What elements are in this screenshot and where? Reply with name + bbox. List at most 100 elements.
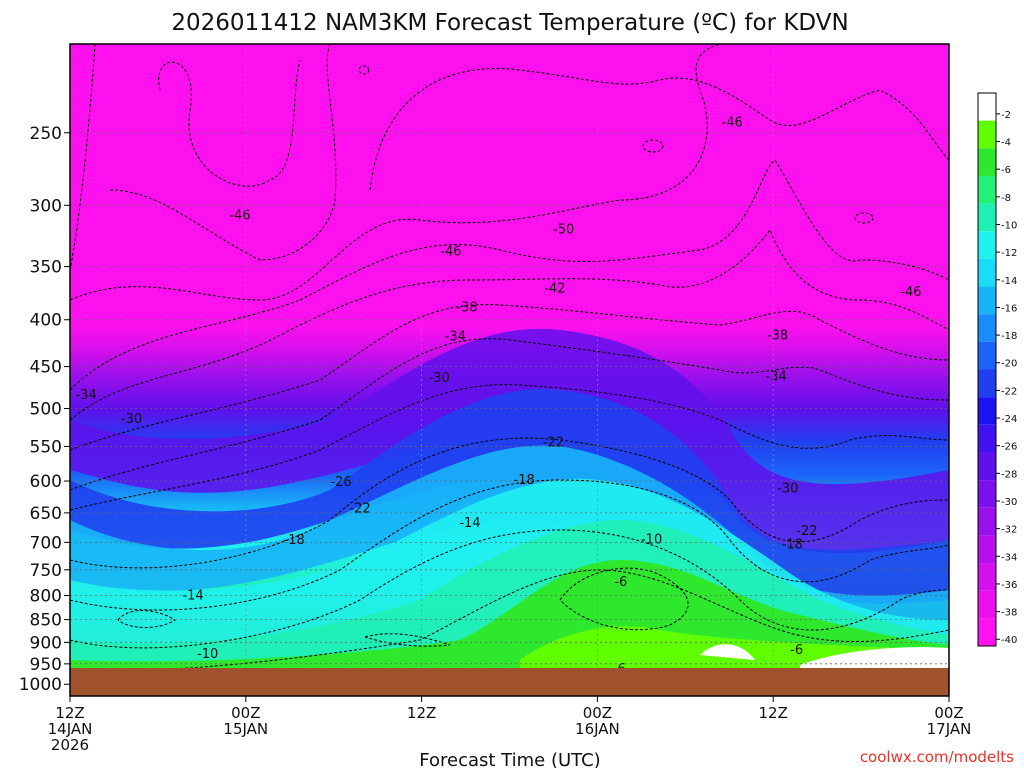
contour-label: -22 [349,501,370,516]
contour-label: -18 [284,533,305,548]
colorbar-swatch [978,424,996,453]
colorbar-swatch [978,258,996,287]
y-tick-label: 250 [30,124,62,144]
x-tick-label: 12Z [759,704,788,722]
contour-line [70,304,949,451]
y-tick-label: 550 [30,437,62,457]
contour-line [70,228,949,421]
colorbar-label: -4 [1001,138,1011,149]
contour-label-text: -30 [121,412,142,427]
plot-area: -46 -46 -50 -46 -46 -42 -38 -38 -34 -34 -34 -30 -30 -… [69,43,950,697]
contour-label-text: -22 [543,435,564,450]
x-tick-label: 00Z [934,704,963,722]
x-tick-label: 12Z [407,704,436,722]
colorbar-swatch [978,148,996,176]
contour-label: -22 [796,524,817,539]
contour-label-text: -14 [182,588,203,603]
contour-label-text: -22 [796,524,817,539]
contour-label-text: -46 [722,115,743,130]
contour-line [559,567,689,631]
purple-trough-band [70,328,949,554]
contour-label: -38 [767,328,788,343]
contour-label: -30 [121,412,142,427]
contour-label: -22 [543,435,564,450]
colorbar-label: -16 [1001,303,1017,314]
contour-label-text: -6 [790,643,803,658]
grid-lines [70,44,949,696]
y-tick-label: 650 [30,504,62,524]
contour-label-text: -46 [440,244,461,259]
contour-label-text: -6 [614,575,627,590]
colorbar-label: -18 [1001,331,1017,342]
colorbar-label: -22 [1001,386,1017,397]
warm-pocket-1 [700,644,755,660]
y-axis: 2503003504004505005506006507007508008509… [19,124,70,695]
x-tick-label: 00Z [231,704,260,722]
contour-label-text: -18 [284,533,305,548]
contour-label-text: -46 [900,285,921,300]
chart-title: 2026011412 NAM3KM Forecast Temperature (… [171,10,848,36]
colorbar-swatch [978,507,996,536]
contour-label: -38 [456,301,477,316]
colorbar-swatch [978,203,996,232]
contour-label: -34 [766,369,787,384]
colorbar-label: -6 [1001,165,1011,176]
colorbar-swatch [978,120,996,149]
contour-label-text: -26 [330,475,351,490]
colorbar-swatch [978,314,996,342]
colorbar-swatch [978,369,996,398]
contour-label: -30 [777,482,798,497]
contour-label: -14 [459,516,480,531]
contour-line [70,529,949,649]
ground-surface [70,668,949,696]
contour-label-text: -42 [544,282,565,297]
y-tick-label: 750 [30,561,62,581]
contour-label-text: -38 [767,328,788,343]
contour-label: -6 [790,643,803,658]
colorbar-label: -8 [1001,193,1011,204]
contour-line [70,44,721,301]
colorbar-label: -30 [1001,497,1017,508]
contour-label-text: -10 [641,532,662,547]
colorbar-label: -24 [1001,414,1017,425]
contour-line [642,139,664,153]
contour-label-text: -18 [782,537,803,552]
y-tick-label: 400 [30,311,62,331]
y-tick-label: 1000 [19,675,62,695]
contour-line [70,569,949,672]
contour-label: -18 [514,473,535,488]
plot-frame [69,43,950,697]
colorbar-label: -38 [1001,608,1017,619]
colorbar-swatch [978,175,996,204]
contour-label: -26 [330,475,351,490]
colorbar-swatch [978,231,996,259]
y-tick-label: 300 [30,196,62,216]
y-tick-label: 350 [30,258,62,278]
colorbar-swatch [978,480,996,508]
contour-line [70,159,949,391]
contour-label: -30 [429,371,450,386]
y-tick-label: 500 [30,400,62,420]
contour-line [358,65,370,75]
contour-label-text: -30 [429,371,450,386]
x-tick-label: 2026 [51,736,89,754]
colorbar-swatch [978,286,996,315]
colorbar-label: -32 [1001,525,1017,536]
contour-lines [70,44,949,672]
x-tick-label: 12Z [55,704,84,722]
contour-label: -10 [197,647,218,662]
contour-line [854,212,874,224]
contour-label: -10 [641,532,662,547]
contour-label: -34 [445,329,466,344]
contour-label: -46 [440,244,461,259]
contour-label-text: -10 [197,647,218,662]
contour-label-text: -34 [766,369,787,384]
contour-label: -46 [900,285,921,300]
contour-label: -34 [75,388,96,403]
contour-label: -42 [544,282,565,297]
contour-label: -6 [614,575,627,590]
x-axis-label: Forecast Time (UTC) [419,750,600,768]
colorbar-label: -28 [1001,469,1017,480]
temperature-fill [70,328,949,670]
